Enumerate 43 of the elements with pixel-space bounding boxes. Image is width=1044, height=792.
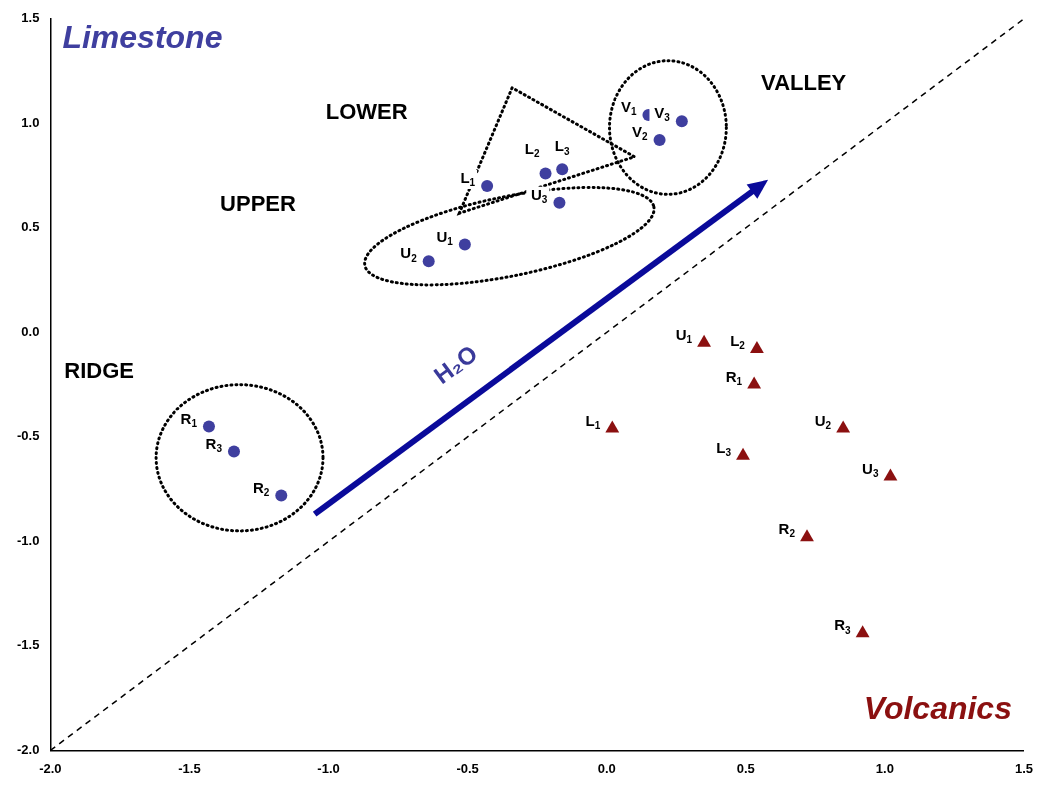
point (422, 255, 435, 268)
y-tick-label: 1.5 (21, 10, 40, 26)
y-tick-label: 1.0 (21, 114, 40, 130)
point (653, 134, 666, 147)
x-tick-label: 0.0 (597, 760, 616, 776)
point (800, 529, 814, 542)
point (747, 376, 762, 389)
point (539, 167, 552, 180)
point (736, 447, 750, 460)
point (883, 468, 898, 481)
x-tick-label: 0.5 (736, 760, 755, 776)
point (227, 445, 240, 458)
point (556, 163, 569, 176)
point (697, 334, 712, 347)
x-tick-label: -2.0 (39, 760, 62, 776)
point (202, 420, 215, 433)
x-tick-label: -1.5 (178, 760, 201, 776)
point (605, 420, 620, 433)
y-tick-label: -1.0 (16, 532, 40, 548)
annotation: VALLEY (761, 69, 847, 95)
point (275, 489, 288, 502)
x-tick-label: -1.0 (317, 760, 340, 776)
x-tick-label: 1.0 (875, 760, 894, 776)
point (855, 625, 870, 638)
series-label: Volcanics (863, 690, 1012, 727)
point (836, 420, 851, 433)
x-tick-label: -0.5 (456, 760, 479, 776)
annotation: LOWER (325, 98, 408, 124)
y-tick-label: 0.5 (21, 219, 40, 235)
point (481, 180, 494, 193)
point (553, 196, 566, 209)
y-tick-label: 0.0 (21, 323, 40, 339)
annotation: H₂O (428, 339, 483, 389)
point (458, 238, 471, 251)
annotation: UPPER (220, 190, 296, 216)
text: Limestone (62, 18, 223, 55)
point (675, 115, 688, 128)
point (750, 341, 764, 354)
y-tick-label: -1.5 (16, 637, 40, 653)
y-tick-label: -2.0 (16, 741, 40, 757)
y-tick-label: -0.5 (16, 428, 40, 444)
x-tick-label: 1.5 (1014, 760, 1033, 776)
annotation: RIDGE (64, 358, 134, 384)
